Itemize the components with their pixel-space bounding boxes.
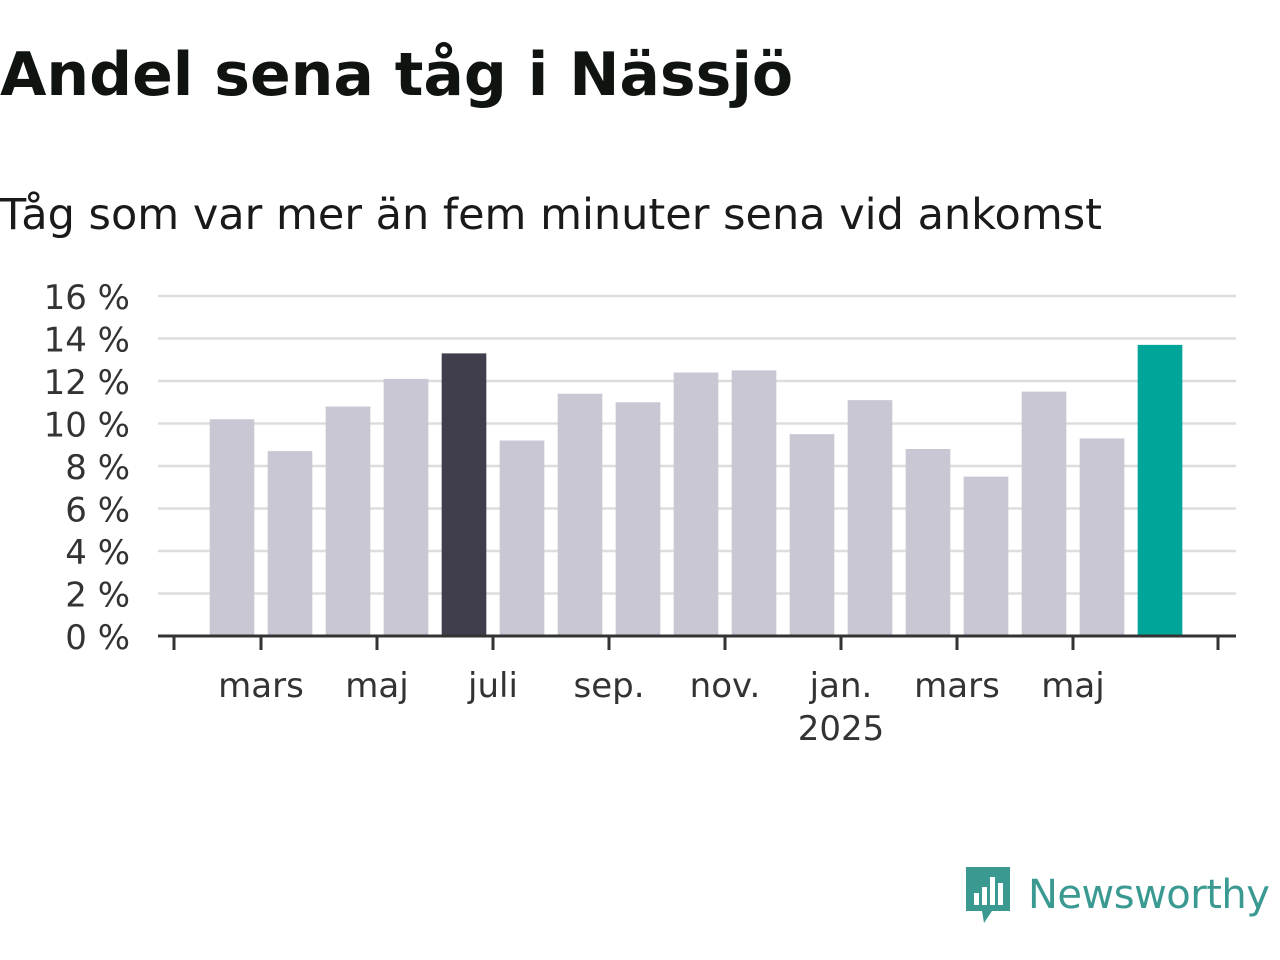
y-tick-label: 12 % (44, 363, 130, 403)
bar (267, 451, 313, 636)
y-tick-label: 16 % (44, 278, 130, 318)
bar (1137, 344, 1183, 636)
y-tick-label: 8 % (65, 448, 130, 488)
bar (1021, 391, 1067, 636)
bar (499, 440, 545, 636)
x-tick-label: maj (1041, 666, 1104, 706)
x-tick-label: nov. (690, 666, 761, 706)
x-tick-label: juli (467, 666, 518, 706)
newsworthy-logo-icon (966, 867, 1010, 923)
x-tick-label: jan. (809, 666, 873, 706)
bar (731, 370, 777, 636)
bar (615, 402, 661, 636)
x-tick-label: mars (218, 666, 304, 706)
x-tick-label: maj (345, 666, 408, 706)
y-tick-label: 4 % (65, 533, 130, 573)
x-tick-label: sep. (573, 666, 644, 706)
bar (673, 372, 719, 636)
y-tick-label: 14 % (44, 321, 130, 361)
y-tick-label: 2 % (65, 576, 130, 616)
bar (963, 476, 1009, 636)
bar (441, 353, 487, 636)
y-tick-label: 0 % (65, 618, 130, 658)
bar (905, 449, 951, 636)
x-tick-year-label: 2025 (798, 709, 885, 749)
brand-name: Newsworthy (1028, 872, 1270, 918)
bar-chart: 0 %2 %4 %6 %8 %10 %12 %14 %16 % mars maj ju… (44, 278, 1236, 749)
bar (789, 434, 835, 636)
y-tick-label: 10 % (44, 406, 130, 446)
brand-logo: Newsworthy (962, 862, 1270, 928)
bar (557, 393, 603, 636)
x-tick-label: mars (914, 666, 1000, 706)
bar (847, 400, 893, 636)
y-tick-label: 6 % (65, 491, 130, 531)
bar (209, 419, 255, 636)
bar (325, 406, 371, 636)
bar (383, 378, 429, 636)
chart-title: Andel sena tåg i Nässjö (0, 40, 794, 110)
bar (1079, 438, 1125, 636)
chart-subtitle: Tåg som var mer än fem minuter sena vid … (0, 190, 1103, 240)
